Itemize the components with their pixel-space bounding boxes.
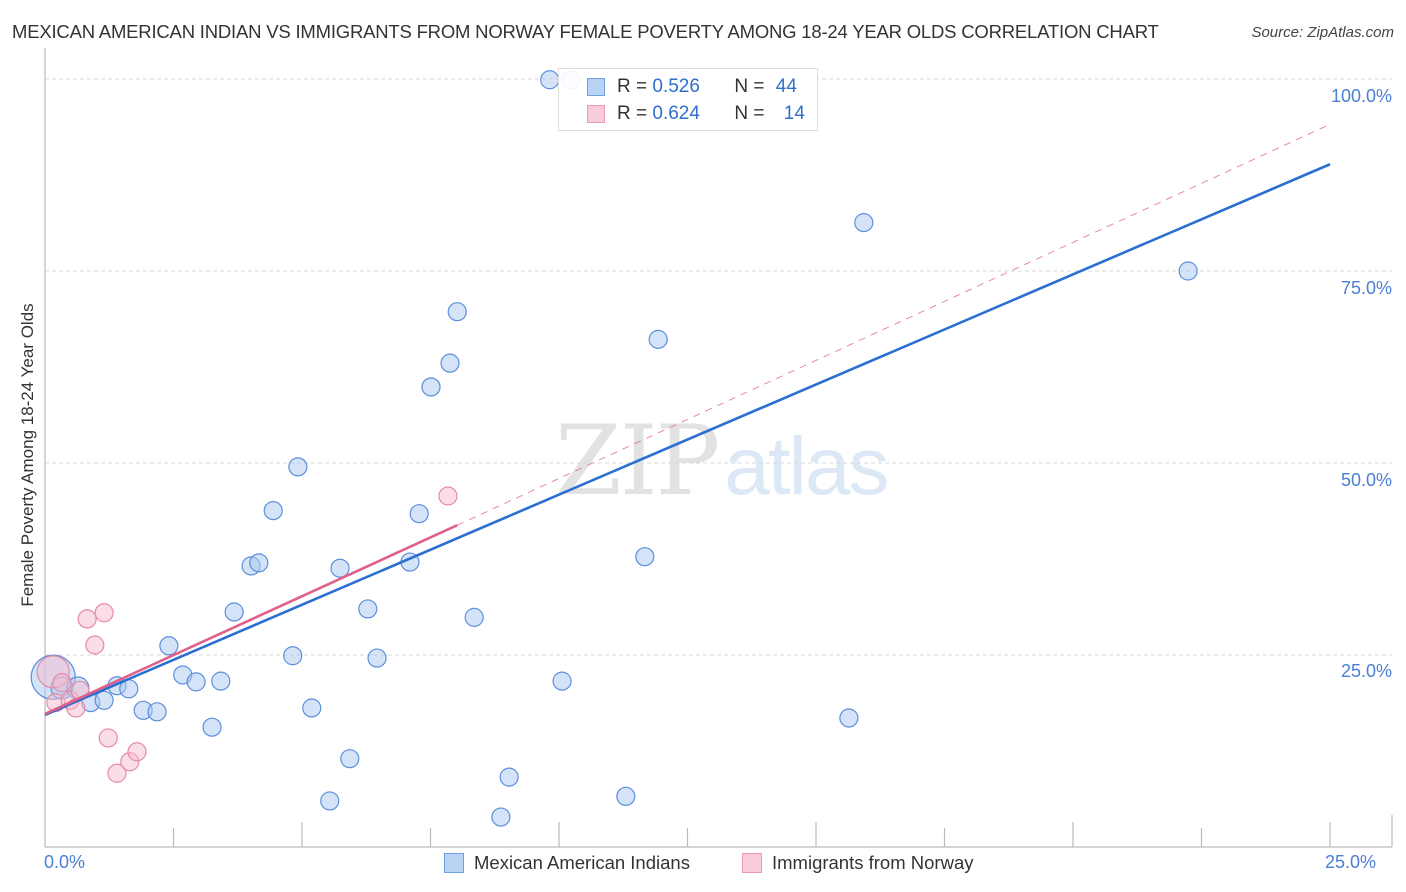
data-point[interactable] [540, 70, 560, 90]
data-point[interactable] [648, 329, 668, 349]
data-point[interactable] [98, 728, 118, 748]
data-point[interactable] [340, 749, 360, 769]
series-immigrants-from-norway [36, 486, 458, 783]
data-point[interactable] [440, 353, 460, 373]
data-point[interactable] [438, 486, 458, 506]
data-point[interactable] [77, 609, 97, 629]
data-point[interactable] [302, 698, 322, 718]
data-point[interactable] [159, 636, 179, 656]
data-point[interactable] [288, 457, 308, 477]
trendline-immigrants-from-norway [44, 524, 458, 716]
n-label: N = [734, 76, 770, 97]
r-value: 0.624 [652, 103, 700, 124]
series-mexican-american-indians [30, 70, 1198, 827]
data-point[interactable] [499, 767, 519, 787]
legend-item-immigrants-from-norway[interactable]: Immigrants from Norway [742, 852, 973, 874]
r-label: R = [617, 76, 653, 97]
data-point[interactable] [367, 648, 387, 668]
y-tick-25: 25.0% [1340, 661, 1392, 681]
data-point[interactable] [186, 672, 206, 692]
data-point[interactable] [202, 717, 222, 737]
n-value: 44 [775, 76, 797, 97]
data-point[interactable] [409, 504, 429, 524]
x-tick-25: 25.0% [1325, 852, 1377, 872]
data-point[interactable] [224, 602, 244, 622]
chart-title: MEXICAN AMERICAN INDIAN VS IMMIGRANTS FR… [12, 21, 1159, 42]
data-point[interactable] [1178, 261, 1198, 281]
r-value: 0.526 [652, 76, 700, 97]
x-tick-0: 0.0% [44, 852, 86, 872]
blue-swatch-icon [587, 78, 605, 96]
data-point[interactable] [107, 763, 127, 783]
pink-swatch-icon [742, 853, 762, 873]
stats-legend-row-pink: R = 0.624 N = 14 [587, 103, 805, 125]
data-point[interactable] [320, 791, 340, 811]
stats-legend: R = 0.526 N = 44 R = 0.624 N = 14 [558, 68, 818, 131]
n-label: N = [734, 103, 770, 124]
y-tick-100: 100.0% [1330, 86, 1392, 106]
source-credit: Source: ZipAtlas.com [1251, 24, 1394, 41]
trendline-norway-extension [457, 123, 1331, 526]
data-point[interactable] [358, 599, 378, 619]
data-point[interactable] [94, 690, 114, 710]
data-point[interactable] [447, 302, 467, 322]
axes [44, 48, 1393, 848]
data-point[interactable] [552, 671, 572, 691]
legend-label: Mexican American Indians [474, 852, 690, 873]
data-point[interactable] [635, 547, 655, 567]
data-point[interactable] [839, 708, 859, 728]
data-point[interactable] [330, 558, 350, 578]
legend-label: Immigrants from Norway [772, 852, 974, 873]
data-point[interactable] [491, 807, 511, 827]
data-point[interactable] [52, 673, 72, 693]
data-point[interactable] [854, 213, 874, 233]
data-point[interactable] [94, 603, 114, 623]
pink-swatch-icon [587, 105, 605, 123]
trendlines [44, 123, 1331, 717]
data-point[interactable] [616, 786, 636, 806]
stats-legend-row-blue: R = 0.526 N = 44 [587, 76, 797, 98]
n-value: 14 [783, 103, 805, 124]
trendline-mexican-american-indians [44, 163, 1331, 717]
y-tick-75: 75.0% [1340, 278, 1392, 298]
data-point[interactable] [283, 646, 303, 666]
data-point[interactable] [421, 377, 441, 397]
data-point[interactable] [127, 742, 147, 762]
data-point[interactable] [147, 702, 167, 722]
data-point[interactable] [249, 553, 269, 573]
blue-swatch-icon [444, 853, 464, 873]
data-point[interactable] [211, 671, 231, 691]
r-label: R = [617, 103, 653, 124]
data-point[interactable] [85, 635, 105, 655]
data-point[interactable] [464, 607, 484, 627]
y-tick-50: 50.0% [1340, 470, 1392, 490]
legend-item-mexican-american-indians[interactable]: Mexican American Indians [444, 852, 690, 874]
data-point[interactable] [263, 501, 283, 521]
